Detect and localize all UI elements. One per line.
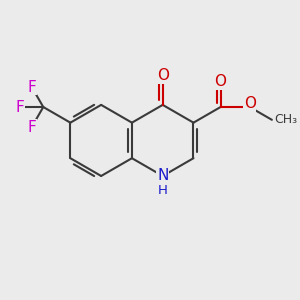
Text: O: O [244,96,256,111]
Text: F: F [16,100,25,115]
Text: H: H [158,184,168,197]
Text: N: N [157,169,168,184]
Text: O: O [157,68,169,83]
Text: CH₃: CH₃ [274,113,298,126]
Text: O: O [214,74,226,89]
Text: F: F [27,80,36,94]
Text: F: F [27,119,36,134]
